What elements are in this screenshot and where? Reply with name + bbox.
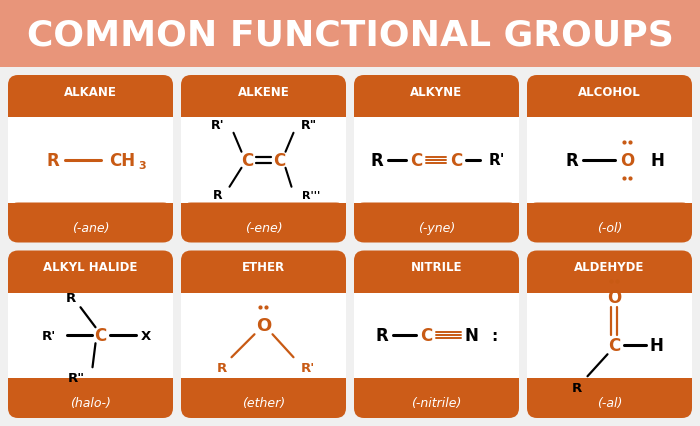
FancyBboxPatch shape [527,203,692,243]
FancyBboxPatch shape [8,251,173,293]
Text: N: N [465,326,478,345]
FancyBboxPatch shape [8,378,173,418]
Text: R": R" [302,119,318,132]
FancyBboxPatch shape [8,203,173,243]
Text: (-yne): (-yne) [418,222,455,234]
Bar [527,378,692,388]
Bar [8,108,173,213]
FancyBboxPatch shape [354,76,519,118]
Bar [0,0,700,68]
Bar [8,283,173,293]
Text: H: H [650,337,664,354]
Text: ALKYNE: ALKYNE [410,85,463,98]
Bar [181,378,346,388]
FancyBboxPatch shape [527,76,692,118]
FancyBboxPatch shape [354,203,519,243]
Text: COMMON FUNCTIONAL GROUPS: COMMON FUNCTIONAL GROUPS [27,18,673,52]
Bar [354,283,519,293]
Text: (-ol): (-ol) [597,222,622,234]
Bar [181,283,346,293]
FancyBboxPatch shape [527,378,692,418]
FancyBboxPatch shape [354,378,519,418]
FancyBboxPatch shape [8,76,173,118]
Bar [181,203,346,213]
Text: R': R' [300,361,314,374]
Bar [354,108,519,213]
Bar [181,108,346,118]
Text: C: C [608,337,621,354]
FancyBboxPatch shape [181,251,346,293]
FancyBboxPatch shape [181,203,346,243]
Text: ALDEHYDE: ALDEHYDE [574,260,645,273]
Bar [527,283,692,293]
Text: C: C [450,151,463,170]
Text: R: R [46,151,59,170]
Bar [354,283,519,388]
Text: CH: CH [109,151,136,170]
Text: R: R [370,151,383,170]
Text: 3: 3 [139,160,146,170]
Text: R: R [65,291,76,304]
FancyBboxPatch shape [354,251,519,293]
FancyBboxPatch shape [181,378,346,418]
Text: R': R' [211,119,224,132]
Text: R''': R''' [302,190,321,200]
Bar [8,378,173,388]
Text: NITRILE: NITRILE [411,260,462,273]
Text: R: R [565,151,578,170]
Bar [527,283,692,388]
Text: ALKYL HALIDE: ALKYL HALIDE [43,260,138,273]
Bar [8,203,173,213]
Text: ALCOHOL: ALCOHOL [578,85,641,98]
FancyBboxPatch shape [181,76,346,118]
Text: ALKENE: ALKENE [237,85,289,98]
Text: R: R [213,189,223,202]
Text: H: H [650,151,664,170]
Text: R: R [375,326,388,345]
Text: R: R [571,381,582,394]
Text: C: C [241,151,253,170]
Text: X: X [141,329,150,342]
Text: R': R' [41,329,55,342]
Bar [8,283,173,388]
Text: O: O [256,317,271,334]
Bar [527,203,692,213]
Bar [181,283,346,388]
Text: ETHER: ETHER [242,260,285,273]
Bar [354,203,519,213]
Text: C: C [94,326,106,345]
Text: C: C [421,326,433,345]
Text: ALKANE: ALKANE [64,85,117,98]
Text: R": R" [68,371,85,384]
Bar [8,108,173,118]
Bar [181,108,346,213]
Bar [527,108,692,213]
Text: C: C [410,151,423,170]
Text: R: R [216,361,227,374]
Text: O: O [620,151,635,170]
Bar [354,378,519,388]
Text: (-nitrile): (-nitrile) [412,397,462,409]
Text: (-ane): (-ane) [72,222,109,234]
Text: R': R' [488,153,505,168]
FancyBboxPatch shape [527,251,692,293]
Text: C: C [274,151,286,170]
Text: (ether): (ether) [242,397,285,409]
Text: O: O [608,288,622,307]
Bar [354,108,519,118]
Text: (halo-): (halo-) [70,397,111,409]
Text: (-al): (-al) [597,397,622,409]
Bar [527,108,692,118]
Text: :: : [491,328,498,343]
Text: (-ene): (-ene) [245,222,282,234]
